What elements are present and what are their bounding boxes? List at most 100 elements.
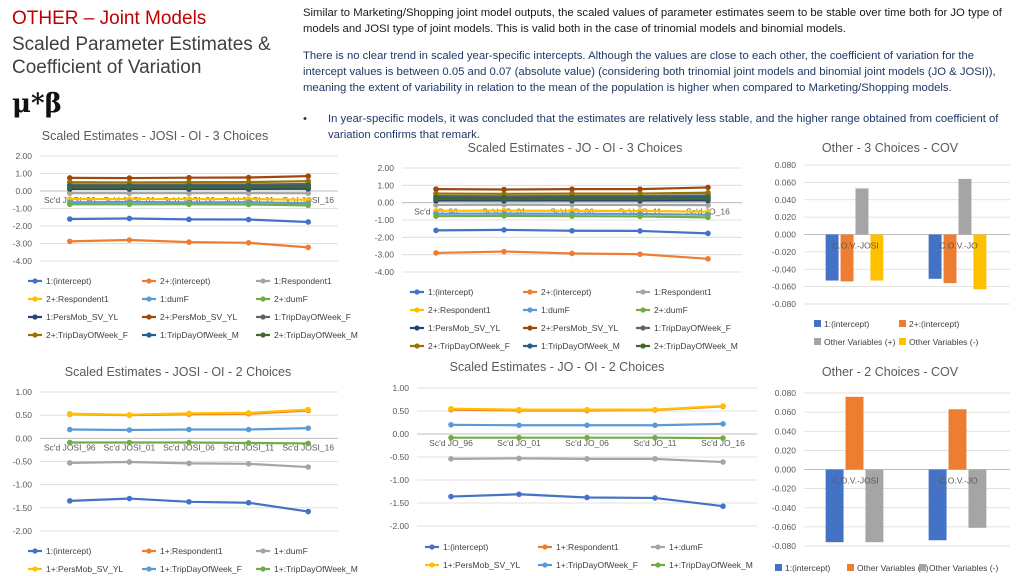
data-point [186, 216, 192, 223]
legend-label: 2+:TripDayOfWeek_M [654, 341, 738, 351]
bar [968, 469, 987, 528]
y-tick-label: 0.060 [775, 177, 797, 187]
data-point [501, 196, 507, 202]
data-point [305, 440, 312, 447]
data-point [186, 239, 192, 245]
x-tick-label: Sc'd JO_11 [633, 438, 676, 448]
data-point [245, 240, 252, 246]
data-point [652, 406, 658, 413]
y-tick-label: -1.00 [375, 215, 395, 225]
data-point [637, 213, 643, 220]
legend-label: 1:PersMob_SV_YL [428, 323, 501, 333]
note-paragraph-2: There is no clear trend in scaled year-s… [303, 50, 996, 94]
y-tick-label: -2.00 [375, 232, 395, 242]
legend-label: 1:(intercept) [46, 276, 92, 286]
note-paragraph-3-text: In year-specific models, it was conclude… [328, 113, 999, 141]
data-point [126, 411, 133, 418]
bar [855, 188, 869, 235]
data-point [569, 186, 575, 192]
data-point [186, 174, 192, 181]
x-tick-label: Sc'd JO_96 [429, 438, 473, 448]
y-tick-label: -4.00 [13, 256, 33, 266]
data-point [433, 196, 439, 202]
legend-marker [527, 343, 533, 349]
bar [973, 234, 987, 290]
data-point [433, 213, 439, 219]
y-tick-label: -1.00 [13, 480, 33, 490]
chart-title: Scaled Estimates - JO - OI - 2 Choices [450, 360, 665, 374]
data-point [501, 248, 507, 255]
data-point [433, 227, 439, 234]
data-point [720, 403, 726, 409]
legend-swatch [814, 338, 821, 345]
data-point [433, 190, 439, 197]
data-point [126, 201, 133, 208]
data-point [186, 410, 192, 417]
data-point [126, 175, 133, 181]
chart-title: Scaled Estimates - JO - OI - 3 Choices [468, 141, 683, 155]
data-point [186, 499, 192, 505]
legend-label: 1:Respondent1 [274, 276, 332, 286]
legend-marker [527, 289, 533, 295]
legend-label: 1:dumF [160, 294, 189, 304]
legend-marker [146, 278, 152, 284]
data-point [448, 456, 454, 462]
data-point [305, 190, 312, 197]
chart-title: Other - 3 Choices - COV [822, 141, 959, 155]
legend-marker [146, 314, 152, 320]
legend-marker [414, 343, 420, 349]
data-point [67, 426, 73, 433]
chart-cov-2-choices: Other - 2 Choices - COV 0.080 0.060 0.040 0.… [772, 365, 1010, 573]
legend-marker [655, 562, 661, 568]
data-point [305, 425, 312, 431]
data-point [305, 184, 312, 190]
data-point [126, 427, 133, 433]
data-point [501, 191, 507, 197]
data-point [67, 184, 73, 191]
data-point [705, 202, 711, 208]
y-tick-label: 1.00 [15, 387, 32, 397]
y-tick-label: -1.00 [13, 204, 33, 214]
legend-label: 1+:TripDayOfWeek_F [556, 560, 638, 570]
data-point [584, 434, 590, 441]
data-point [637, 228, 643, 234]
data-point [245, 216, 252, 223]
y-tick-label: 0.080 [775, 160, 797, 170]
legend-marker [32, 314, 38, 320]
y-tick-label: 0.020 [775, 212, 797, 222]
x-tick-label: Sc'd JOSI_16 [282, 442, 334, 452]
bar [958, 178, 972, 235]
legend-marker [542, 544, 548, 550]
legend-label: 2+:(intercept) [909, 319, 959, 329]
y-tick-label: -0.080 [772, 541, 796, 551]
data-point [245, 461, 252, 467]
y-tick-label: -2.00 [13, 221, 33, 231]
legend-marker [146, 332, 152, 338]
chart-jo-3-choices: Scaled Estimates - JO - OI - 3 Choices 2.… [375, 141, 742, 351]
data-point [126, 237, 133, 243]
data-point [637, 251, 643, 257]
y-tick-label: -0.060 [772, 522, 796, 532]
note-paragraph-3: • In year-specific models, it was conclu… [303, 111, 1018, 143]
data-point [569, 227, 575, 234]
legend-swatch [775, 564, 782, 571]
legend-marker [414, 325, 420, 331]
data-point [720, 421, 726, 427]
legend-marker [527, 307, 533, 313]
data-point [569, 202, 575, 208]
data-point [67, 498, 73, 504]
legend-marker [260, 278, 266, 284]
y-tick-label: 0.000 [775, 465, 797, 475]
note-paragraph-1: Similar to Marketing/Shopping joint mode… [303, 7, 1002, 35]
legend-marker [414, 307, 420, 313]
data-point [516, 491, 522, 498]
data-point [569, 190, 575, 197]
data-point [569, 213, 575, 219]
data-point [186, 184, 192, 191]
y-tick-label: 0.50 [15, 410, 32, 420]
x-tick-label: Sc'd JOSI_11 [223, 442, 274, 452]
data-point [433, 202, 439, 208]
data-point [67, 460, 73, 466]
legend-swatch [814, 320, 821, 327]
legend-marker [260, 332, 266, 338]
